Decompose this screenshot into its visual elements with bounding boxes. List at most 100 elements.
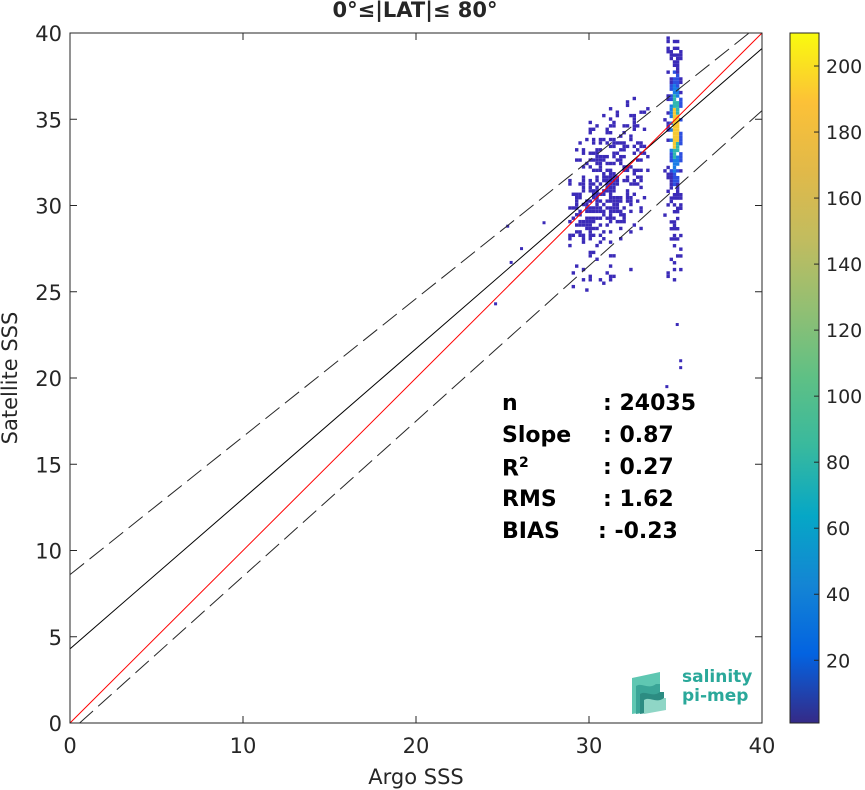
density-cell (588, 219, 592, 224)
density-cell (675, 196, 680, 200)
density-cell (642, 151, 647, 155)
density-cell (622, 213, 626, 217)
density-cell (605, 223, 609, 227)
density-cell (675, 175, 680, 180)
colorbar-tick-label: 100 (826, 386, 862, 408)
density-cell (639, 175, 643, 179)
density-cell (675, 56, 680, 61)
density-cell (608, 124, 613, 128)
density-cell (675, 94, 680, 98)
stat-label-base: R (502, 456, 519, 482)
density-cell (612, 209, 616, 214)
density-cell (629, 113, 633, 118)
density-cell (672, 169, 677, 173)
density-cell (595, 154, 599, 159)
density-cell (602, 175, 606, 179)
density-cell (591, 216, 596, 220)
density-cell (639, 110, 643, 114)
density-cell (605, 178, 609, 183)
density-cell (602, 158, 606, 162)
density-cell (581, 267, 586, 272)
density-cell (608, 161, 613, 166)
density-cell (675, 186, 680, 190)
density-cell (632, 144, 637, 149)
density-cell (625, 178, 630, 183)
colorbar-tick-label: 80 (826, 452, 850, 474)
wave-logo-icon (632, 672, 666, 714)
density-cell (675, 107, 680, 112)
x-tick-label: 0 (63, 734, 76, 758)
density-cell (639, 144, 643, 149)
density-cell (578, 195, 582, 200)
density-cell (625, 195, 630, 200)
density-cell (669, 107, 674, 112)
density-cell (679, 131, 683, 136)
density-cell (615, 195, 620, 200)
colorbar-tick-label: 160 (826, 188, 862, 210)
density-cell (598, 165, 603, 169)
density-cell (669, 77, 674, 81)
density-cell (675, 84, 680, 88)
density-cell (679, 141, 683, 146)
density-cell (581, 219, 586, 224)
density-cell (679, 104, 683, 108)
density-cell (605, 182, 609, 186)
density-cell (595, 168, 599, 173)
density-cell (672, 261, 677, 265)
density-cell (598, 154, 603, 159)
density-cell (679, 247, 683, 251)
density-cell (595, 202, 599, 207)
density-cell (646, 168, 650, 173)
density-cell (602, 202, 606, 207)
density-cell (595, 175, 599, 179)
density-cell (672, 227, 677, 231)
density-cell (639, 168, 643, 173)
density-cell (679, 233, 683, 238)
density-cell (632, 192, 637, 196)
density-cell (575, 223, 579, 227)
density-cell (629, 137, 633, 142)
density-cell (602, 154, 606, 159)
density-cell (612, 182, 616, 186)
density-cell (588, 278, 592, 282)
density-cell (608, 274, 613, 279)
density-cell (581, 189, 586, 193)
density-cell (625, 199, 630, 203)
density-cell (669, 56, 674, 61)
density-cell (669, 175, 674, 180)
density-cell (635, 158, 640, 162)
density-cell (622, 178, 626, 183)
density-cell (605, 175, 609, 179)
density-cell (602, 178, 606, 183)
density-cell (591, 141, 596, 145)
density-cell (588, 199, 592, 203)
density-cell (575, 213, 579, 217)
density-cell (639, 185, 643, 190)
density-cell (602, 172, 606, 176)
density-cell (602, 230, 606, 234)
density-cell (675, 216, 680, 221)
density-cell (612, 199, 616, 203)
colorbar-tick-label: 200 (826, 56, 862, 78)
density-cell (672, 155, 677, 159)
density-cell (575, 202, 579, 207)
chart-title: 0°≤|LAT|≤ 80° (332, 0, 497, 23)
stat-value: : -0.23 (598, 519, 678, 544)
density-cell (625, 189, 630, 193)
density-cell (608, 278, 613, 282)
density-cell (615, 202, 620, 207)
density-cell (615, 141, 620, 145)
density-cell (595, 206, 599, 210)
density-cell (568, 206, 572, 210)
density-cell (605, 127, 609, 131)
density-cell (588, 182, 592, 186)
density-cell (675, 60, 680, 64)
density-cell (635, 175, 640, 179)
density-cell (581, 278, 586, 282)
density-cell (642, 144, 647, 149)
density-cell (669, 148, 674, 153)
density-cell (605, 199, 609, 203)
density-cell (629, 165, 633, 169)
density-cell (666, 70, 670, 74)
density-cell (625, 168, 630, 173)
